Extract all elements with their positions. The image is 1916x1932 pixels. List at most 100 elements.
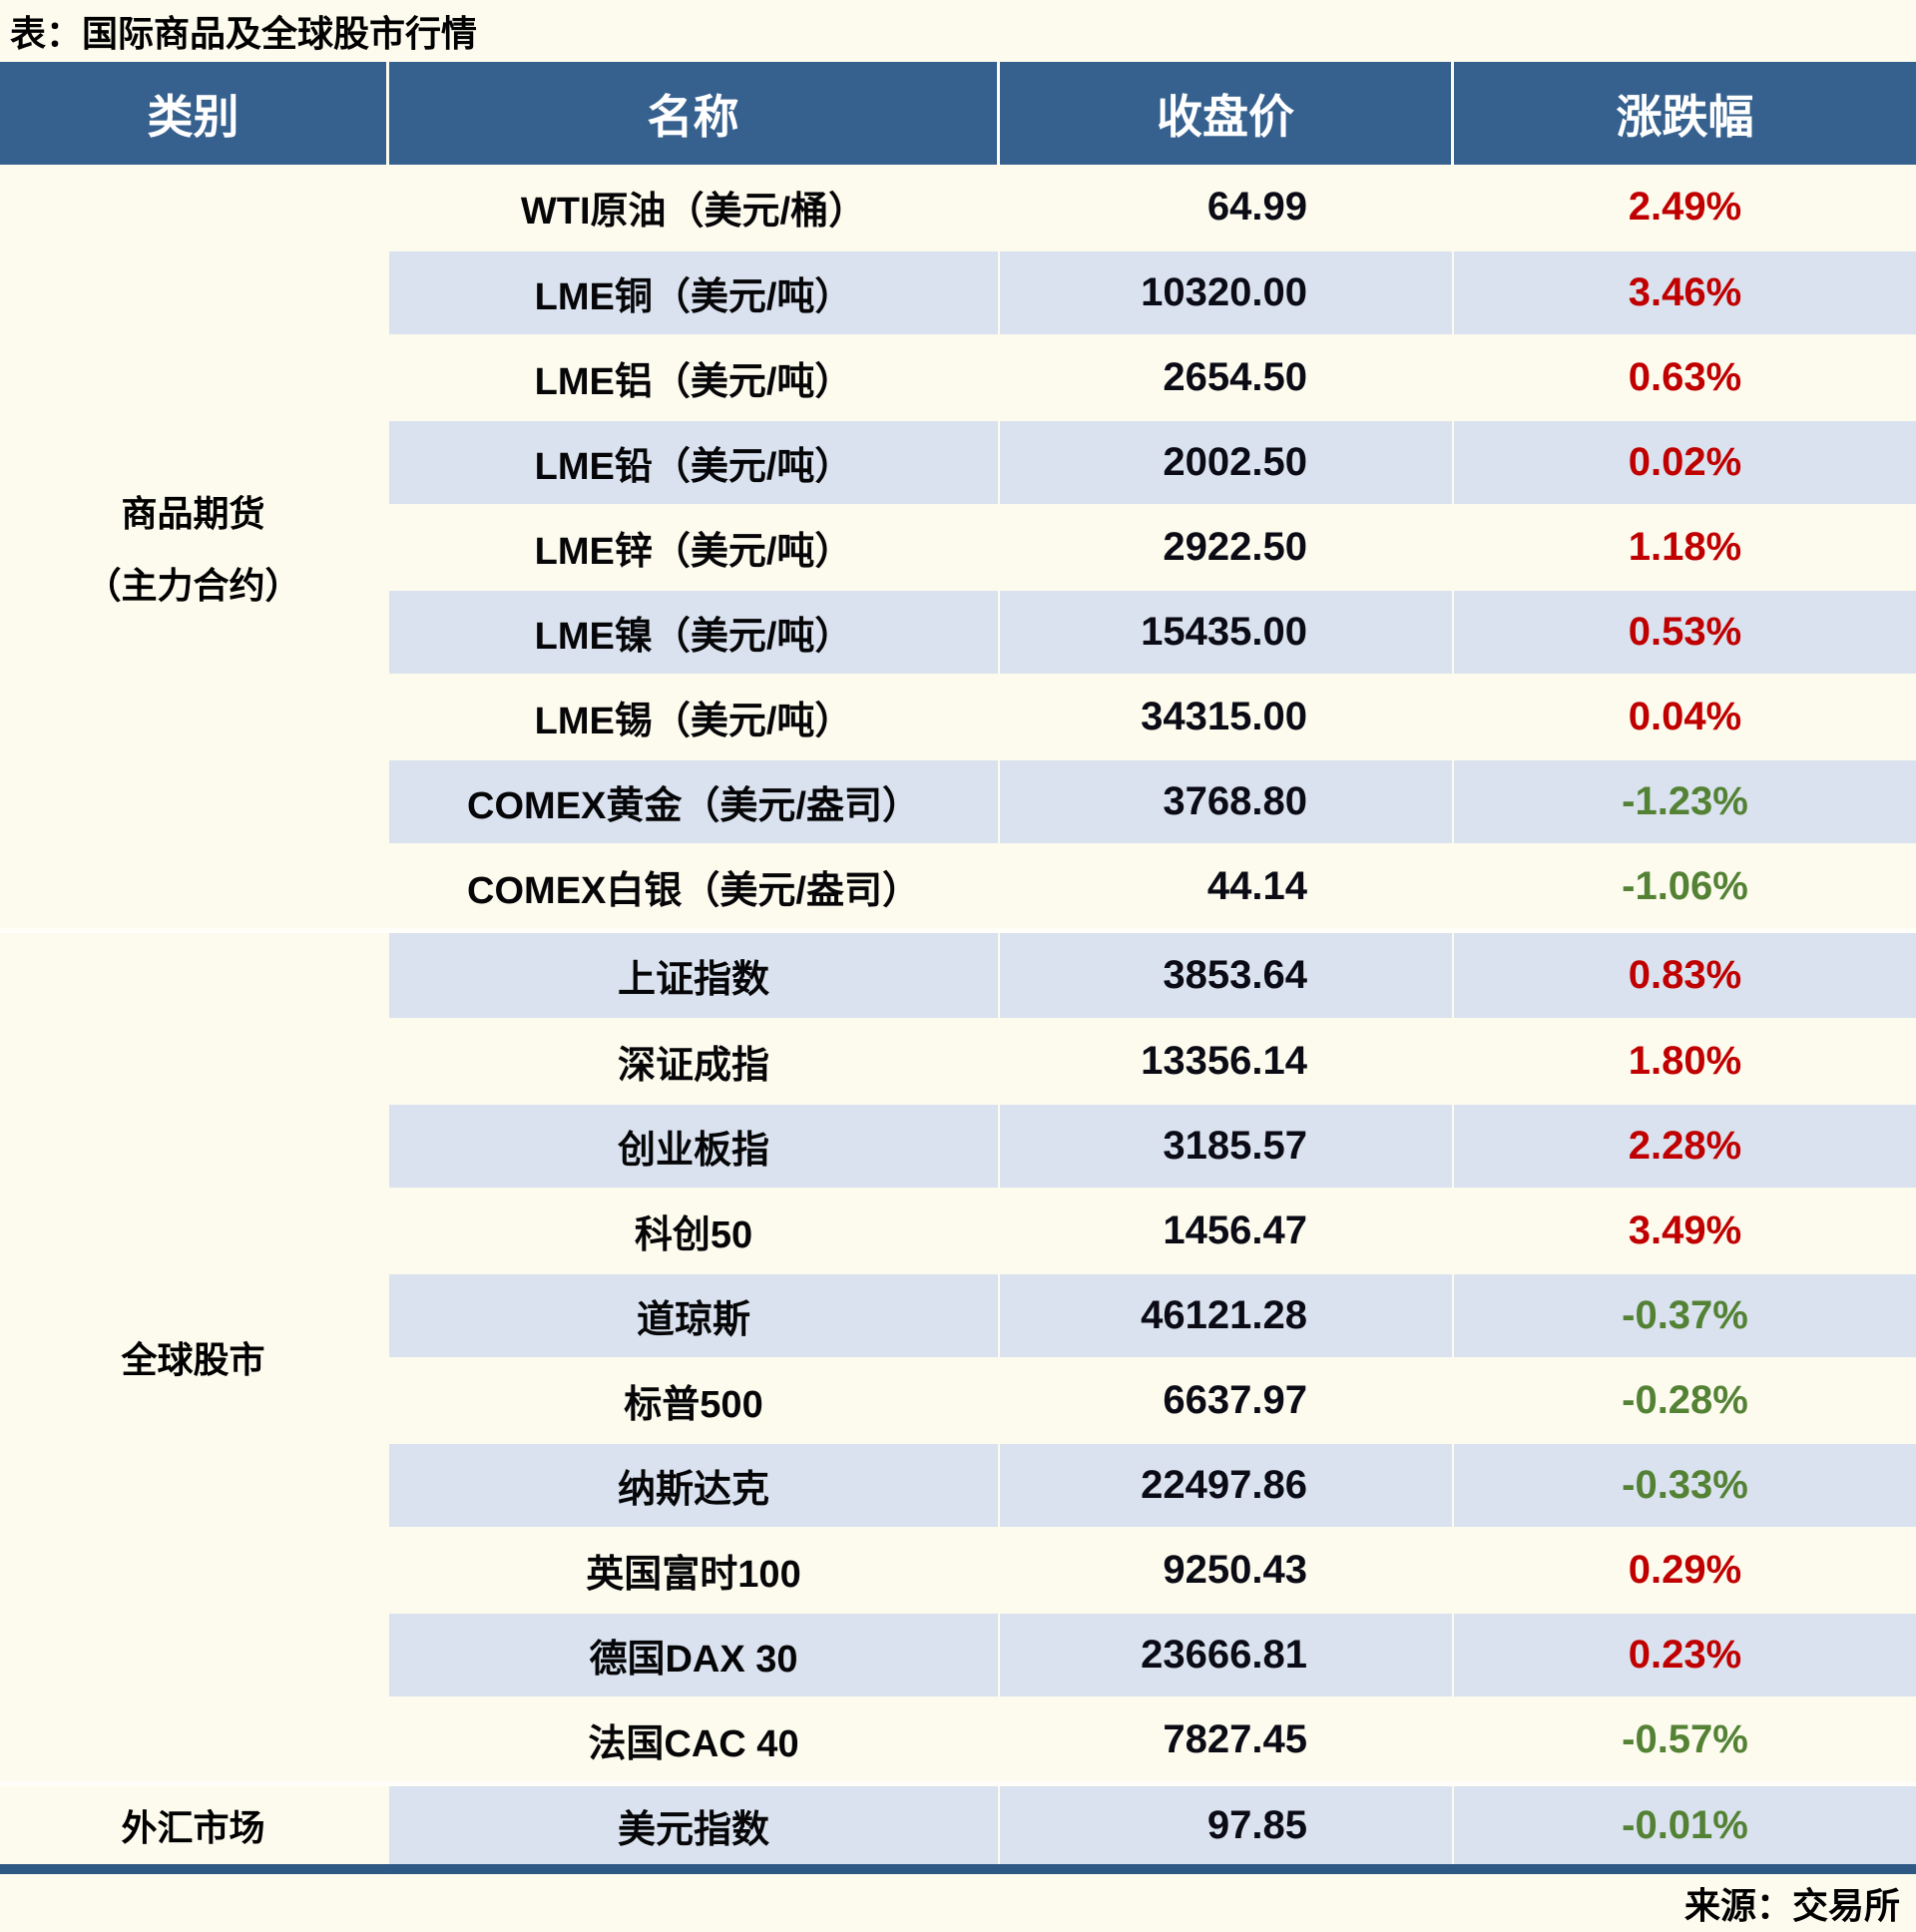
instrument-name-cell: 美元指数 <box>389 1786 1000 1864</box>
close-price-cell: 2922.50 <box>1000 506 1454 589</box>
category-cell: 全球股市 <box>0 933 389 1781</box>
table-row: 科创50 1456.47 3.49% <box>389 1188 1916 1272</box>
instrument-name-cell: 德国DAX 30 <box>389 1614 1000 1696</box>
change-percent-cell: 0.04% <box>1628 695 1742 738</box>
section-rows: 美元指数 97.85 -0.01% <box>389 1786 1916 1864</box>
table-row: WTI原油（美元/桶） 64.99 2.49% <box>389 165 1916 249</box>
table-row: COMEX黄金（美元/盎司） 3768.80 -1.23% <box>389 758 1916 843</box>
close-price-cell: 2654.50 <box>1000 336 1454 419</box>
table-row: 创业板指 3185.57 2.28% <box>389 1103 1916 1188</box>
change-percent-cell: 0.63% <box>1628 355 1742 399</box>
change-percent-cell: 1.80% <box>1628 1039 1742 1083</box>
table-row: 道琼斯 46121.28 -0.37% <box>389 1272 1916 1357</box>
close-price-cell: 23666.81 <box>1000 1614 1454 1696</box>
table-row: LME锌（美元/吨） 2922.50 1.18% <box>389 504 1916 589</box>
header-change: 涨跌幅 <box>1616 91 1754 143</box>
table-row: COMEX白银（美元/盎司） 44.14 -1.06% <box>389 843 1916 928</box>
table-row: 法国CAC 40 7827.45 -0.57% <box>389 1696 1916 1781</box>
instrument-name-cell: COMEX黄金（美元/盎司） <box>389 760 1000 843</box>
page-title: 表：国际商品及全球股市行情 <box>10 13 478 54</box>
close-price-cell: 15435.00 <box>1000 591 1454 674</box>
table-section: 全球股市 上证指数 3853.64 0.83% 深证成指 13356.14 1.80% 创业板… <box>0 933 1916 1781</box>
table-row: 标普500 6637.97 -0.28% <box>389 1357 1916 1442</box>
instrument-name-cell: 深证成指 <box>389 1020 1000 1103</box>
table-section: 商品期货 （主力合约） WTI原油（美元/桶） 64.99 2.49% LME铜（美元/吨… <box>0 165 1916 928</box>
change-percent-cell: 1.18% <box>1628 525 1742 569</box>
instrument-name-cell: 标普500 <box>389 1359 1000 1442</box>
table-row: LME锡（美元/吨） 34315.00 0.04% <box>389 674 1916 758</box>
close-price-cell: 2002.50 <box>1000 421 1454 504</box>
category-label: 全球股市 <box>121 1339 265 1380</box>
close-price-cell: 46121.28 <box>1000 1274 1454 1357</box>
change-percent-cell: -0.28% <box>1622 1378 1748 1422</box>
change-percent-cell: 3.49% <box>1628 1208 1742 1252</box>
close-price-cell: 3185.57 <box>1000 1105 1454 1188</box>
close-price-cell: 13356.14 <box>1000 1020 1454 1103</box>
close-price-cell: 22497.86 <box>1000 1444 1454 1527</box>
instrument-name-cell: LME铝（美元/吨） <box>389 336 1000 419</box>
close-price-cell: 64.99 <box>1000 165 1454 249</box>
close-price-cell: 9250.43 <box>1000 1529 1454 1612</box>
instrument-name-cell: 纳斯达克 <box>389 1444 1000 1527</box>
change-percent-cell: 2.49% <box>1628 185 1742 229</box>
instrument-name-cell: 法国CAC 40 <box>389 1698 1000 1781</box>
change-percent-cell: -1.23% <box>1622 779 1748 823</box>
close-price-cell: 3853.64 <box>1000 933 1454 1018</box>
table-section: 外汇市场 美元指数 97.85 -0.01% <box>0 1786 1916 1864</box>
change-percent-cell: 0.02% <box>1628 440 1742 484</box>
instrument-name-cell: 英国富时100 <box>389 1529 1000 1612</box>
category-label: 商品期货 <box>121 492 265 534</box>
header-close-price: 收盘价 <box>1000 62 1454 165</box>
close-price-cell: 3768.80 <box>1000 760 1454 843</box>
instrument-name-cell: 上证指数 <box>389 933 1000 1018</box>
instrument-name-cell: WTI原油（美元/桶） <box>389 165 1000 249</box>
close-price-cell: 7827.45 <box>1000 1698 1454 1781</box>
category-label: （主力合约） <box>85 564 301 606</box>
close-price-cell: 10320.00 <box>1000 251 1454 334</box>
table-row: 上证指数 3853.64 0.83% <box>389 933 1916 1018</box>
instrument-name-cell: LME镍（美元/吨） <box>389 591 1000 674</box>
instrument-name-cell: LME锡（美元/吨） <box>389 676 1000 758</box>
table-row: 德国DAX 30 23666.81 0.23% <box>389 1612 1916 1696</box>
close-price-cell: 1456.47 <box>1000 1190 1454 1272</box>
table-body: 商品期货 （主力合约） WTI原油（美元/桶） 64.99 2.49% LME铜（美元/吨… <box>0 165 1916 1864</box>
category-cell: 外汇市场 <box>0 1786 389 1864</box>
table-row: LME铅（美元/吨） 2002.50 0.02% <box>389 419 1916 504</box>
table-row: LME铝（美元/吨） 2654.50 0.63% <box>389 334 1916 419</box>
change-percent-cell: 0.53% <box>1628 610 1742 654</box>
header-name: 名称 <box>389 62 1000 165</box>
instrument-name-cell: 科创50 <box>389 1190 1000 1272</box>
table-header-row: 类别 名称 收盘价 涨跌幅 <box>0 62 1916 165</box>
change-percent-cell: -0.57% <box>1622 1717 1748 1761</box>
close-price-cell: 34315.00 <box>1000 676 1454 758</box>
close-price-cell: 44.14 <box>1000 845 1454 928</box>
change-percent-cell: 0.23% <box>1628 1633 1742 1677</box>
change-percent-cell: -0.33% <box>1622 1463 1748 1507</box>
source-note: 来源：交易所 <box>1683 1885 1900 1926</box>
change-percent-cell: 0.83% <box>1628 953 1742 997</box>
instrument-name-cell: LME铅（美元/吨） <box>389 421 1000 504</box>
change-percent-cell: -0.01% <box>1622 1802 1748 1847</box>
section-rows: WTI原油（美元/桶） 64.99 2.49% LME铜（美元/吨） 10320.00 3… <box>389 165 1916 928</box>
market-table: 类别 名称 收盘价 涨跌幅 商品期货 （主力合约） WTI原油（美元/桶） 64.99… <box>0 62 1916 1874</box>
change-percent-cell: -0.37% <box>1622 1293 1748 1337</box>
section-rows: 上证指数 3853.64 0.83% 深证成指 13356.14 1.80% 创业板指 318… <box>389 933 1916 1781</box>
instrument-name-cell: LME锌（美元/吨） <box>389 506 1000 589</box>
section-separator <box>0 1781 1916 1786</box>
table-row: LME铜（美元/吨） 10320.00 3.46% <box>389 249 1916 334</box>
instrument-name-cell: COMEX白银（美元/盎司） <box>389 845 1000 928</box>
table-row: 英国富时100 9250.43 0.29% <box>389 1527 1916 1612</box>
table-bottom-border <box>0 1864 1916 1874</box>
header-category: 类别 <box>0 62 389 165</box>
change-percent-cell: 2.28% <box>1628 1124 1742 1168</box>
close-price-cell: 6637.97 <box>1000 1359 1454 1442</box>
change-percent-cell: 0.29% <box>1628 1548 1742 1592</box>
table-row: 美元指数 97.85 -0.01% <box>389 1786 1916 1864</box>
instrument-name-cell: 创业板指 <box>389 1105 1000 1188</box>
close-price-cell: 97.85 <box>1000 1786 1454 1864</box>
table-row: 纳斯达克 22497.86 -0.33% <box>389 1442 1916 1527</box>
change-percent-cell: -1.06% <box>1622 864 1748 908</box>
table-row: LME镍（美元/吨） 15435.00 0.53% <box>389 589 1916 674</box>
change-percent-cell: 3.46% <box>1628 270 1742 314</box>
table-row: 深证成指 13356.14 1.80% <box>389 1018 1916 1103</box>
